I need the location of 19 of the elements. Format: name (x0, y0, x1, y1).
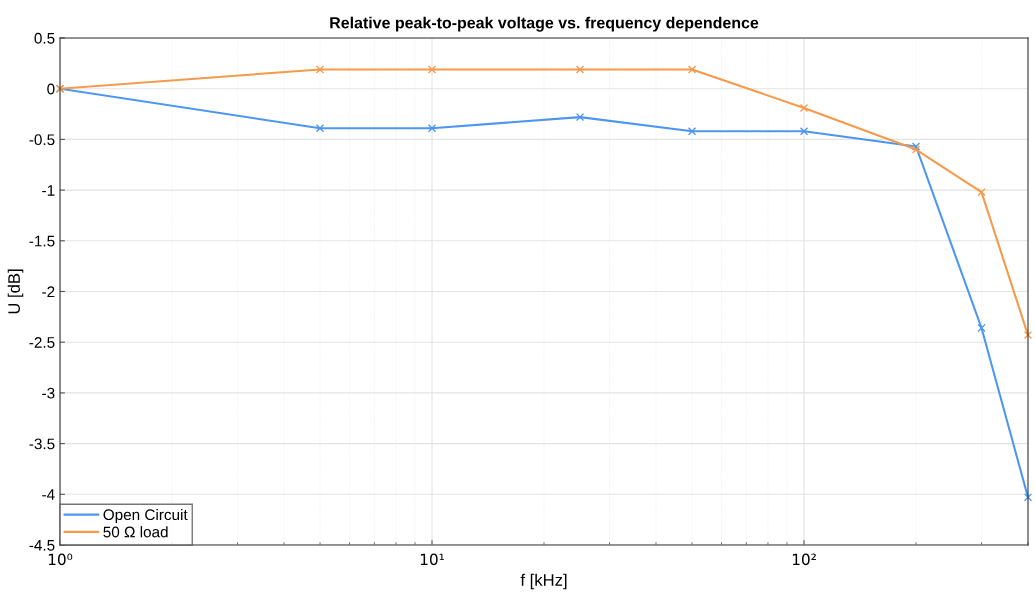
y-axis-title: U [dB] (7, 269, 24, 314)
y-tick-label: 0 (47, 83, 55, 95)
chart-title: Relative peak-to-peak voltage vs. frequency dependence (330, 16, 759, 32)
y-tick-label: -1.5 (29, 235, 55, 247)
y-tick-label: -1 (42, 185, 55, 196)
x-axis-title: f [kHz] (520, 573, 567, 590)
y-tick-label: -4 (42, 489, 55, 500)
y-tick-label: -3.5 (29, 438, 55, 450)
y-tick-label: -4.5 (29, 540, 55, 551)
y-tick-label: -3 (42, 387, 55, 399)
legend-label: Open Circuit (103, 508, 188, 524)
x-tick-label: 10² (792, 553, 816, 566)
y-tick-label: -0.5 (29, 134, 55, 146)
legend-label: 50 Ω load (103, 526, 168, 538)
y-tick-label: 0.5 (34, 32, 55, 44)
x-tick-label: 10⁰ (48, 553, 73, 566)
y-tick-label: -2 (42, 286, 55, 298)
x-tick-label: 10¹ (420, 553, 444, 566)
y-tick-label: -2.5 (29, 337, 55, 348)
